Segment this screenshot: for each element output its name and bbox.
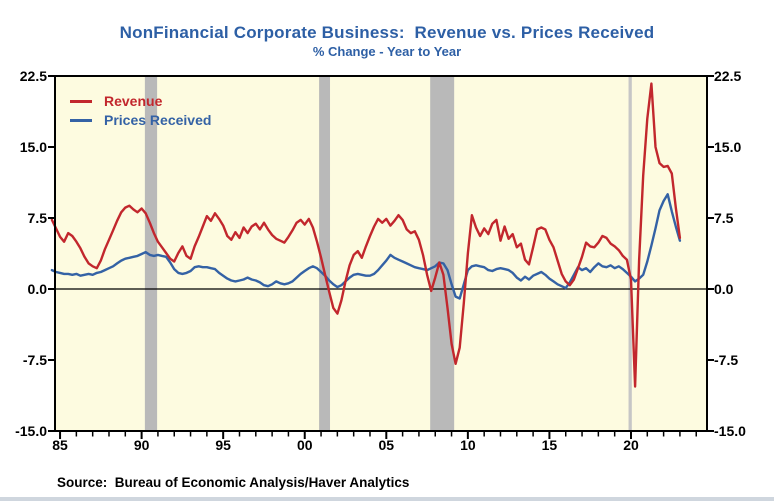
y-axis-label-right: -15.0 bbox=[714, 423, 746, 439]
revenue-line-swatch bbox=[70, 100, 92, 103]
y-axis-label-left: 7.5 bbox=[27, 210, 47, 226]
legend-item-prices-received: Prices Received bbox=[70, 111, 211, 130]
legend-label-prices-received: Prices Received bbox=[104, 112, 212, 128]
y-axis-label-left: 22.5 bbox=[19, 68, 47, 84]
y-axis-label-left: 15.0 bbox=[19, 139, 47, 155]
y-axis-label-left: -7.5 bbox=[22, 352, 47, 368]
y-axis-label-right: 22.5 bbox=[714, 68, 742, 84]
legend-item-revenue: Revenue bbox=[70, 92, 211, 111]
chart-subtitle: % Change - Year to Year bbox=[312, 44, 462, 59]
y-axis-label-left: 0.0 bbox=[27, 281, 47, 297]
legend-label-revenue: Revenue bbox=[104, 93, 163, 109]
source-note: Source: Bureau of Economic Analysis/Have… bbox=[57, 475, 410, 490]
y-axis-label-left: -15.0 bbox=[15, 423, 47, 439]
prices-received-line bbox=[50, 193, 682, 300]
y-axis-label-right: 0.0 bbox=[714, 281, 734, 297]
window-bottom-edge bbox=[0, 497, 774, 501]
x-axis-label: 00 bbox=[296, 437, 313, 453]
x-axis-label: 05 bbox=[378, 437, 395, 453]
prices-received-line-swatch bbox=[70, 119, 92, 122]
chart-title: NonFinancial Corporate Business: Revenue… bbox=[119, 23, 655, 42]
y-axis-label-right: 7.5 bbox=[714, 210, 734, 226]
recession-band bbox=[319, 76, 331, 431]
x-axis-label: 20 bbox=[623, 437, 639, 453]
x-axis-label: 10 bbox=[460, 437, 476, 453]
y-axis-label-right: 15.0 bbox=[714, 139, 742, 155]
recession-band bbox=[430, 76, 455, 431]
x-axis-label: 85 bbox=[52, 437, 68, 453]
covid-recession-line bbox=[628, 76, 632, 431]
legend: Revenue Prices Received bbox=[70, 92, 211, 130]
y-axis-label-right: -7.5 bbox=[714, 352, 739, 368]
x-axis-label: 95 bbox=[215, 437, 231, 453]
x-axis-label: 15 bbox=[541, 437, 558, 453]
x-axis-label: 90 bbox=[133, 437, 150, 453]
